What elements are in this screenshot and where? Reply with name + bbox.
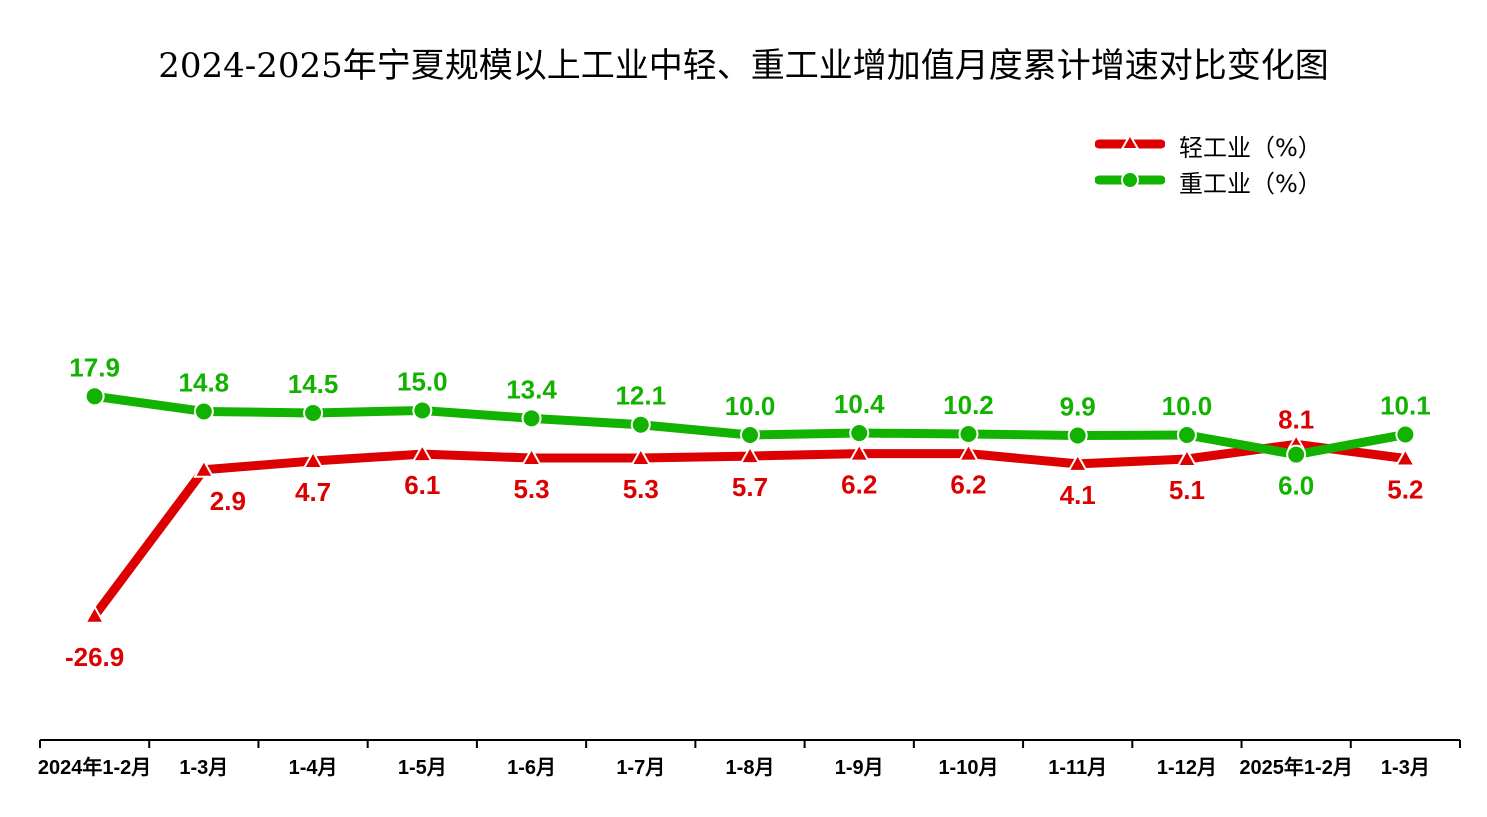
data-label-heavy: 10.0 — [1162, 391, 1213, 421]
data-label-heavy: 10.0 — [725, 391, 776, 421]
data-label-light: 8.1 — [1278, 404, 1314, 434]
x-tick-label: 1-5月 — [398, 757, 447, 779]
data-label-heavy: 13.4 — [506, 374, 557, 404]
x-tick-label: 1-3月 — [1381, 757, 1430, 779]
data-label-light: 2.9 — [210, 486, 246, 516]
x-tick-label: 1-7月 — [616, 757, 665, 779]
data-point-light — [83, 604, 106, 624]
data-label-light: 5.7 — [732, 472, 768, 502]
x-tick-label: 1-8月 — [726, 757, 775, 779]
data-point-heavy — [849, 423, 870, 444]
legend: 轻工业（%） 重工业（%） — [1095, 128, 1395, 200]
x-tick-label: 2024年1-2月 — [38, 755, 151, 779]
data-label-light: -26.9 — [65, 642, 124, 672]
data-label-heavy: 14.5 — [288, 369, 339, 399]
x-tick-label: 1-10月 — [938, 757, 998, 779]
series-line-light — [90, 439, 1410, 621]
x-tick-label: 1-6月 — [507, 757, 556, 779]
data-point-heavy — [740, 425, 760, 445]
data-point-light — [411, 443, 434, 463]
data-point-heavy — [1395, 424, 1416, 445]
data-label-light: 6.1 — [404, 470, 440, 500]
x-tick-label: 1-11月 — [1048, 757, 1107, 779]
data-label-light: 5.1 — [1169, 475, 1205, 505]
data-point-light — [520, 446, 543, 467]
data-point-heavy — [303, 402, 324, 423]
legend-swatch-heavy — [1095, 171, 1165, 189]
x-tick-label: 1-4月 — [289, 757, 338, 779]
chart-title: 2024-2025年宁夏规模以上工业中轻、重工业增加值月度累计增速对比变化图 — [158, 46, 1329, 86]
data-label-heavy: 6.0 — [1278, 471, 1314, 501]
data-point-light — [957, 442, 980, 462]
data-point-light — [302, 449, 324, 469]
data-point-light — [630, 446, 652, 467]
x-tick-label: 2025年1-2月 — [1239, 755, 1352, 779]
data-label-heavy: 14.8 — [179, 367, 230, 397]
data-point-light — [1176, 447, 1198, 468]
data-label-light: 4.7 — [295, 477, 331, 507]
data-point-heavy — [1176, 425, 1197, 445]
legend-label-light: 轻工业（%） — [1179, 134, 1322, 162]
data-point-light — [1394, 447, 1417, 467]
data-label-light: 4.1 — [1060, 480, 1096, 510]
data-point-light — [193, 458, 215, 478]
data-point-light — [739, 445, 761, 465]
x-tick-label: 1-9月 — [835, 757, 884, 779]
data-label-heavy: 10.2 — [943, 390, 994, 420]
data-point-heavy — [193, 401, 214, 422]
data-label-heavy: 10.4 — [834, 389, 885, 419]
legend-swatch-light — [1095, 132, 1165, 150]
data-point-heavy — [84, 386, 105, 407]
data-point-heavy — [412, 400, 433, 421]
data-label-heavy: 17.9 — [69, 352, 120, 382]
x-tick-label: 1-12月 — [1157, 757, 1217, 779]
x-tick-label: 1-3月 — [179, 757, 228, 779]
data-label-light: 5.2 — [1387, 475, 1423, 505]
data-label-heavy: 12.1 — [615, 381, 666, 411]
legend-item-heavy: 重工业（%） — [1095, 164, 1395, 200]
legend-label-heavy: 重工业（%） — [1179, 170, 1322, 198]
data-point-heavy — [958, 424, 979, 445]
data-label-light: 6.2 — [950, 470, 986, 500]
data-point-heavy — [1286, 444, 1307, 465]
data-point-heavy — [630, 414, 651, 435]
data-label-heavy: 10.1 — [1380, 391, 1431, 421]
data-point-heavy — [521, 408, 542, 429]
data-point-light — [1066, 452, 1089, 472]
data-label-heavy: 9.9 — [1060, 391, 1096, 421]
data-label-heavy: 15.0 — [397, 367, 448, 397]
legend-item-light: 轻工业（%） — [1095, 128, 1395, 164]
data-label-light: 5.3 — [513, 474, 549, 504]
data-label-light: 6.2 — [841, 470, 877, 500]
data-point-heavy — [1067, 425, 1088, 446]
data-point-light — [848, 442, 870, 462]
data-label-light: 5.3 — [623, 474, 659, 504]
